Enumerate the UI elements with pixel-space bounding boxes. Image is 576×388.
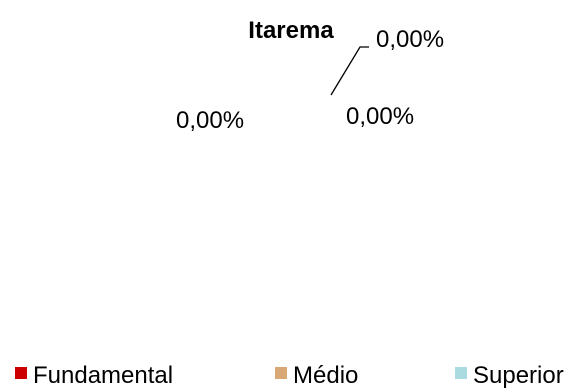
legend: Fundamental Médio Superior	[15, 362, 564, 388]
data-label-superior: 0,00%	[346, 103, 414, 130]
data-label-fundamental: 0,00%	[376, 26, 444, 53]
legend-swatch-medio	[275, 367, 287, 379]
legend-label-medio: Médio	[293, 362, 358, 388]
leader-line	[330, 46, 369, 96]
chart-title: Itarema	[248, 17, 334, 44]
data-label-medio: 0,00%	[176, 107, 244, 134]
legend-label-superior: Superior	[473, 362, 564, 388]
legend-swatch-fundamental	[15, 367, 27, 379]
legend-label-fundamental: Fundamental	[33, 362, 173, 388]
legend-swatch-superior	[455, 367, 467, 379]
